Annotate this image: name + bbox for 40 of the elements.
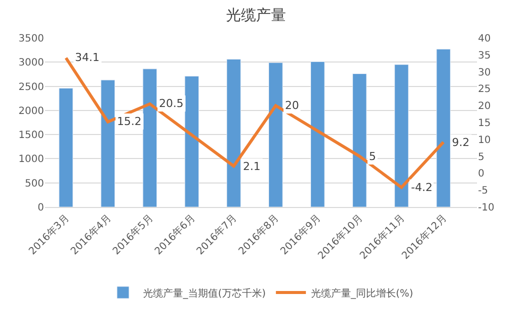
- data-label: 20.5: [159, 97, 184, 110]
- data-label: -4.2: [411, 181, 432, 194]
- bar: [58, 88, 74, 207]
- y2-tick-label: 10: [478, 134, 491, 146]
- y2-tick-label: 40: [478, 34, 491, 44]
- bar: [100, 80, 116, 207]
- y-tick-label: 3500: [18, 34, 44, 44]
- bar: [142, 68, 158, 207]
- bar: [268, 62, 283, 207]
- y-tick-label: 1500: [18, 130, 44, 142]
- legend-label: 光缆产量_当期值(万芯千米): [143, 287, 266, 300]
- bar: [184, 76, 199, 207]
- data-label: 34.1: [75, 51, 100, 64]
- chart-title: 光缆产量: [226, 6, 286, 24]
- y-tick-label: 0: [38, 202, 44, 214]
- y-tick-label: 2500: [18, 82, 44, 93]
- bar: [226, 59, 241, 207]
- y2-tick-label: 25: [478, 84, 491, 96]
- data-label: 2.1: [243, 160, 260, 173]
- y2-tick-label: -5: [478, 186, 488, 197]
- bar: [436, 48, 451, 207]
- data-label: 9.2: [452, 136, 470, 149]
- data-label: 20: [285, 99, 299, 112]
- y2-tick-label: -10: [478, 202, 494, 214]
- y-tick-label: 500: [24, 178, 44, 190]
- y-tick-label: 2000: [18, 106, 44, 117]
- bar: [352, 73, 367, 207]
- y-tick-label: 1000: [18, 154, 44, 166]
- bar: [394, 64, 409, 207]
- y2-tick-label: 15: [478, 118, 491, 129]
- y-tick-label: 3000: [18, 58, 44, 69]
- bar: [310, 61, 325, 207]
- y2-tick-label: 35: [478, 50, 491, 62]
- y2-tick-label: 0: [478, 168, 484, 180]
- y2-tick-label: 5: [478, 152, 484, 163]
- y2-tick-label: 20: [478, 101, 491, 112]
- data-label: 15.2: [117, 115, 142, 128]
- legend-label: 光缆产量_同比增长(%): [310, 287, 414, 300]
- data-label: 5: [369, 150, 376, 163]
- y2-tick-label: 30: [478, 67, 491, 78]
